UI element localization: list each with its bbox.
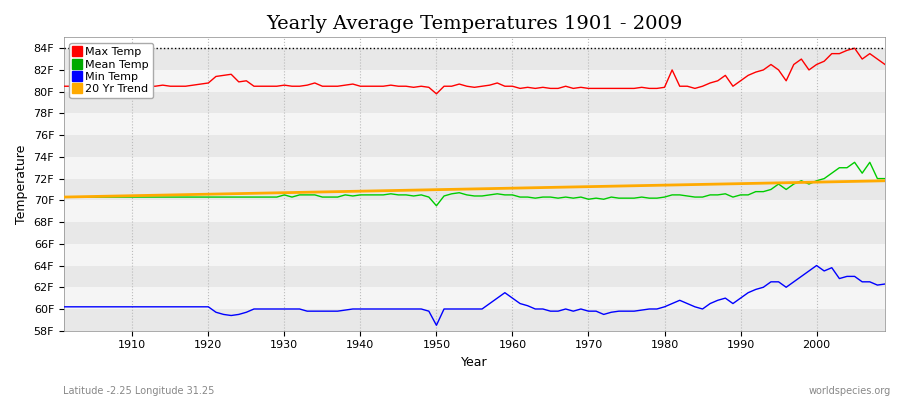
Bar xyxy=(64,287,885,309)
Bar xyxy=(64,113,885,135)
X-axis label: Year: Year xyxy=(461,356,488,369)
Bar xyxy=(64,135,885,157)
Bar xyxy=(64,244,885,266)
Bar xyxy=(64,157,885,178)
Text: Latitude -2.25 Longitude 31.25: Latitude -2.25 Longitude 31.25 xyxy=(63,386,214,396)
Bar xyxy=(64,266,885,287)
Bar xyxy=(64,70,885,92)
Title: Yearly Average Temperatures 1901 - 2009: Yearly Average Temperatures 1901 - 2009 xyxy=(266,15,682,33)
Bar xyxy=(64,178,885,200)
Bar xyxy=(64,222,885,244)
Bar xyxy=(64,92,885,113)
Y-axis label: Temperature: Temperature xyxy=(15,144,28,224)
Text: worldspecies.org: worldspecies.org xyxy=(809,386,891,396)
Bar xyxy=(64,200,885,222)
Bar xyxy=(64,48,885,70)
Bar xyxy=(64,309,885,331)
Legend: Max Temp, Mean Temp, Min Temp, 20 Yr Trend: Max Temp, Mean Temp, Min Temp, 20 Yr Tre… xyxy=(69,43,153,98)
